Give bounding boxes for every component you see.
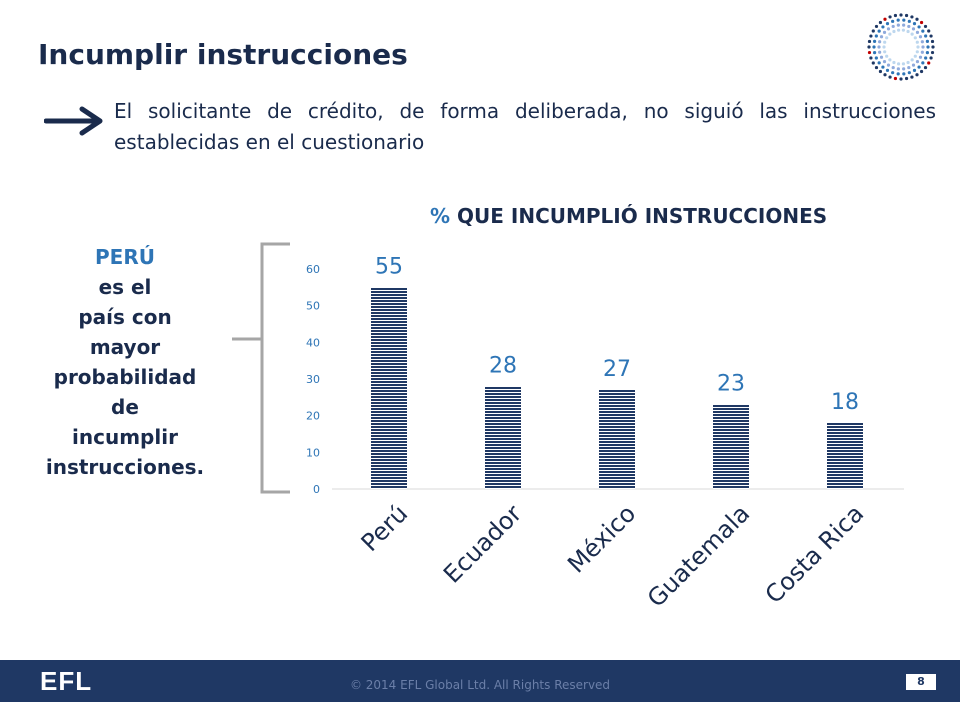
copyright-text: © 2014 EFL Global Ltd. All Rights Reserv…: [349, 678, 611, 692]
callout-text: PERÚ es el país con mayor probabilidad d…: [20, 242, 230, 482]
callout-line: mayor: [89, 335, 161, 359]
data-label: 27: [603, 357, 631, 382]
y-tick-label: 0: [313, 483, 320, 496]
data-label: 23: [717, 372, 745, 397]
callout-line: de: [111, 395, 139, 419]
callout-line: es el: [98, 275, 152, 299]
chart-title-text: QUE INCUMPLIÓ INSTRUCCIONES: [457, 204, 828, 228]
bar-méxico: [599, 390, 635, 489]
slide-title: Incumplir instrucciones: [38, 38, 408, 71]
bar-costa-rica: [827, 423, 863, 489]
efl-dotted-circle-logo-icon: [867, 13, 935, 81]
data-label: 55: [375, 254, 403, 279]
y-tick-label: 10: [306, 446, 320, 459]
bar-perú: [371, 287, 407, 489]
footer-logo: EFL: [40, 666, 93, 696]
bullet-text: El solicitante de crédito, de forma deli…: [114, 99, 936, 154]
x-tick-label: México: [562, 499, 641, 578]
bar-chart: 0 10 20 30 40 50 60 55 28 27 23 18 Perú Ecuador Méxi…: [232, 242, 904, 613]
y-tick-label: 20: [306, 410, 320, 423]
y-tick-label: 60: [306, 263, 320, 276]
bar-guatemala: [713, 404, 749, 489]
chart-title: % QUE INCUMPLIÓ INSTRUCCIONES: [430, 204, 827, 228]
y-tick-label: 30: [306, 373, 320, 386]
x-tick-label: Guatemala: [642, 499, 755, 612]
x-tick-label: Perú: [356, 499, 414, 557]
x-tick-label: Ecuador: [438, 499, 527, 588]
x-tick-label: Costa Rica: [760, 499, 870, 609]
right-arrow-icon: [44, 106, 103, 136]
chart-title-prefix: %: [430, 204, 451, 228]
page-number: 8: [906, 674, 936, 690]
callout-highlight: PERÚ: [95, 245, 155, 269]
data-label: 28: [489, 353, 517, 378]
callout-line: probabilidad: [53, 365, 197, 389]
callout-line: instrucciones.: [45, 455, 205, 479]
y-tick-label: 50: [306, 300, 320, 313]
callout-line: incumplir: [72, 425, 178, 449]
footer-bar: EFL © 2014 EFL Global Ltd. All Rights Re…: [0, 660, 960, 702]
data-label: 18: [831, 390, 859, 415]
y-tick-label: 40: [306, 336, 320, 349]
callout-line: país con: [78, 305, 172, 329]
bracket-icon: [232, 242, 290, 494]
bar-ecuador: [485, 386, 521, 489]
